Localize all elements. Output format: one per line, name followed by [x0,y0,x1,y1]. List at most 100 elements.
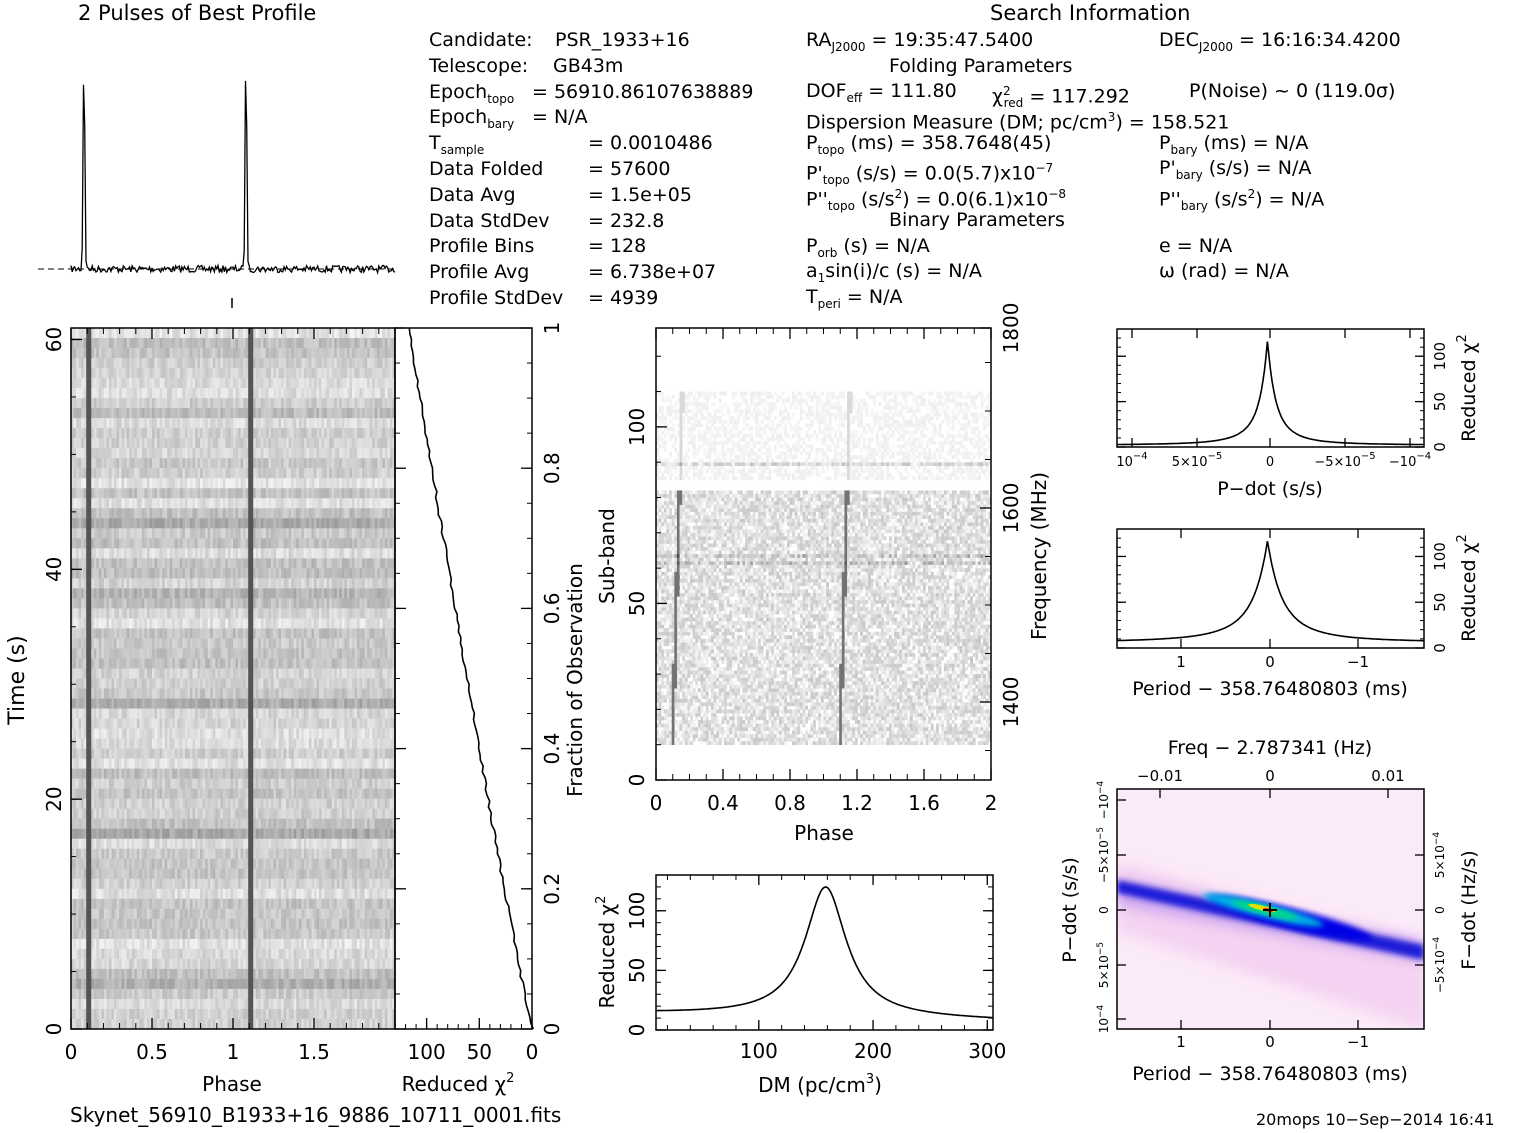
phase-tick-label: 0.5 [136,1040,168,1064]
dm-line: Dispersion Measure (DM; pc/cm3) = 158.52… [806,110,1230,134]
curve-tick-label: −5×10−5 [1314,451,1375,470]
chi-tick-label: 100 [408,1040,446,1064]
curve-chi-tick-label: 50 [1431,392,1449,411]
pp-freq-tick-label: 0 [1265,767,1275,785]
subband-phase-tick-label: 2 [985,791,998,815]
pp-pdot-tick-label: −10−4 [1096,780,1111,819]
info-value: = 56910.86107638889 [532,80,754,103]
fraction-tick-label: 0 [540,1023,564,1036]
period-ylabel: Reduced χ2 [1455,534,1480,642]
subband-tick-label: 100 [625,408,649,446]
subband-phase-tick-label: 1.6 [908,791,940,815]
time-phase-ylabel: Time (s) [5,635,30,725]
profile-line [70,80,396,275]
curve-tick-label: −10−4 [1389,451,1431,470]
info-label: Profile Avg [429,261,530,284]
pp-pdot-tick-label: −5×10−5 [1096,827,1111,883]
asini-line: a1sin(i)/c (s) = N/A [806,260,982,285]
axis-labels: Phase Time (s) Reduced χ2 Fraction of Obser… [5,334,1480,1097]
subband-ticks: 0 0.4 0.8 1.2 1.6 2 0 50 100 1400 1600 1800 [625,303,1023,815]
dm-ticks: 100 200 300 0 50 100 [625,875,1006,1063]
frequency-tick-label: 1400 [999,677,1023,728]
search-info-title: Search Information [990,1,1191,25]
dm-tick-label: 100 [740,1039,778,1063]
subband-tick-label: 0 [625,774,649,787]
curve-tick-label: 0 [1265,653,1275,671]
dm-tick-label: 300 [968,1039,1006,1063]
info-label: Data Folded [429,158,544,180]
subband-phase-tick-label: 0.4 [707,791,739,815]
info-label: Telescope: [429,54,529,77]
info-label: Data Avg [429,183,516,206]
period-plot: 1 0 −1 0 50 100 [1116,528,1449,671]
binary-title: Binary Parameters [889,209,1065,231]
dm-ylabel: Reduced χ2 [594,896,619,1009]
time-tick-label: 60 [42,327,66,352]
info-value: = 57600 [588,158,671,180]
pp-fdot-tick-label: −5×10−4 [1432,937,1447,994]
profile-plot [38,80,396,308]
subband-plot: 0 0.4 0.8 1.2 1.6 2 0 50 100 1400 1600 1800 [625,303,1023,815]
info-label: Candidate: [429,29,533,51]
pp-pdot-tick-label: 10−4 [1096,1004,1111,1033]
subband-phase-tick-label: 1.2 [841,791,873,815]
ra-line: RAJ2000 = 19:35:47.5400 [806,29,1034,54]
info-value: = 4939 [588,287,659,309]
subband-ylabel: Sub-band [595,508,619,604]
chi-tick-label: 0 [526,1040,539,1064]
chi-time-line [408,327,535,1030]
dm-tick-label: 200 [854,1039,892,1063]
time-tick-label: 0 [42,1023,66,1036]
frequency-ylabel: Frequency (MHz) [1027,472,1051,640]
pp-fdot-tick-label: 5×10−4 [1432,832,1447,879]
pdot-frame [1116,328,1425,448]
dm-frame [655,874,994,1031]
pdot-ylabel: Reduced χ2 [1455,334,1480,442]
pp-period-tick-label: 1 [1176,1033,1186,1051]
pdot-xlabel: P−dot (s/s) [1217,478,1323,500]
pp-best-marker [1263,903,1277,917]
dec-line: DECJ2000 = 16:16:34.4200 [1159,29,1401,54]
time-tick-label: 20 [42,786,66,811]
subband-phase-tick-label: 0.8 [774,791,806,815]
info-value: = 6.738e+07 [588,261,717,284]
fraction-ylabel: Fraction of Observation [563,563,587,797]
time-phase-ticks: 0 20 40 60 0 0.5 1 1.5 [42,327,380,1064]
info-label: Epochbary [429,106,515,132]
period-ticks: 1 0 −1 0 50 100 [1117,529,1449,671]
info-label: Profile Bins [429,235,535,258]
info-label: Data StdDev [429,209,550,232]
pp-top-label: Freq − 2.787341 (Hz) [1168,737,1372,759]
porb-line: Porb (s) = N/A [806,235,930,260]
info-label: Epochtopo [429,80,515,106]
frequency-tick-label: 1600 [999,483,1023,534]
pp-ticks: 1 0 −1 −0.01 0 0.01 −10−4 −5×10−5 0 5×10−5 10−4 5×1… [1096,767,1447,1051]
pdot-line [1117,341,1425,446]
info-label: Tsample [429,132,485,157]
info-value: = N/A [532,106,588,129]
curve-tick-label: −1 [1347,653,1369,671]
pp-freq-tick-label: −0.01 [1137,767,1183,785]
pnoise-line: P(Noise) ~ 0 (119.0σ) [1189,80,1396,102]
fraction-tick-label: 0.2 [540,873,564,905]
info-label: Profile StdDev [429,287,564,309]
dm-chi-tick-label: 0 [625,1024,649,1037]
subband-tick-label: 50 [625,591,649,616]
dm-chi-tick-label: 100 [625,892,649,930]
pp-pdot-tick-label: 5×10−5 [1096,942,1111,988]
curve-tick-label: 1 [1176,653,1186,671]
profile-title: 2 Pulses of Best Profile [78,1,317,25]
ptopo-line: Ptopo (ms) = 358.7648(45) [806,132,1052,157]
info-value: = 1.5e+05 [588,183,692,206]
pbary-line: Pbary (ms) = N/A [1159,132,1309,157]
curve-tick-label: 0 [1266,455,1274,470]
dm-chi-tick-label: 50 [625,958,649,983]
dm-line [656,886,994,1019]
time-phase-xlabel: Phase [202,1072,262,1096]
phase-tick-label: 1.5 [298,1040,330,1064]
footer-filename: Skynet_56910_B1933+16_9886_10711_0001.fi… [70,1103,562,1127]
pp-period-tick-label: 0 [1265,1033,1275,1051]
pddtopo-line: P''topo (s/s2) = 0.0(6.1)x10−8 [806,187,1067,214]
phase-tick-label: 0 [65,1040,78,1064]
